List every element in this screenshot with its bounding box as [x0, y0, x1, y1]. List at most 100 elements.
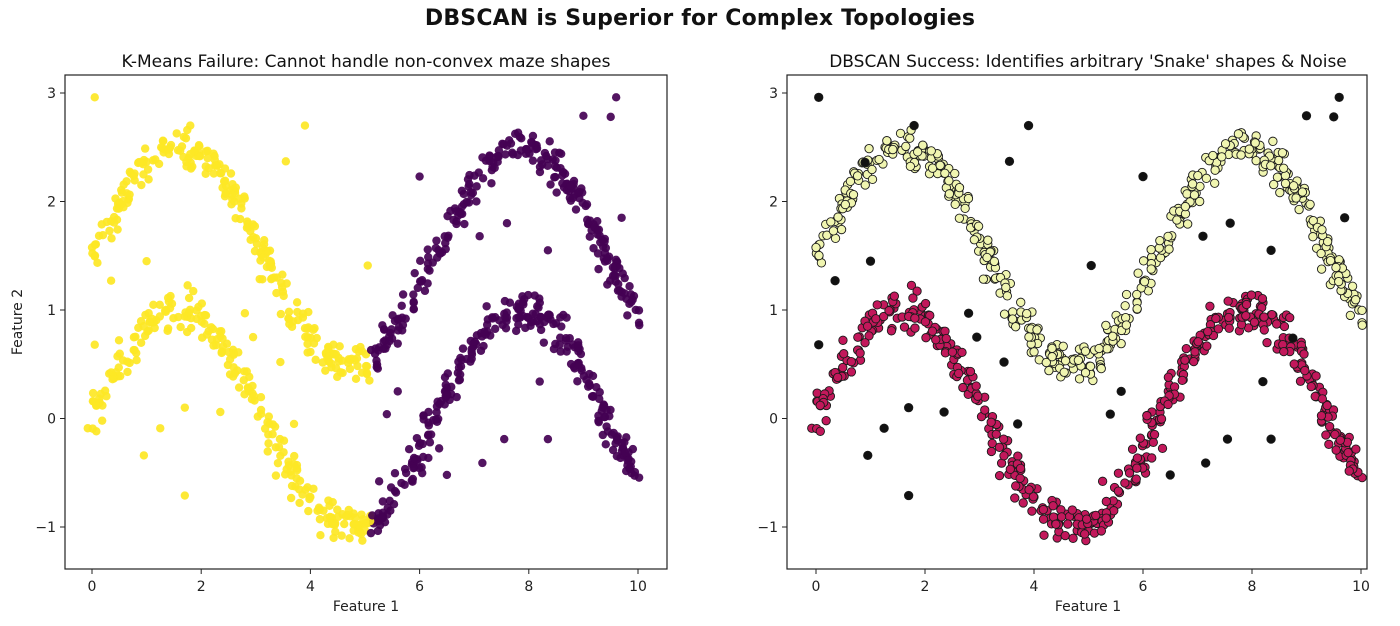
data-point — [337, 531, 346, 540]
data-point — [513, 150, 523, 160]
data-point — [107, 234, 116, 243]
data-point — [217, 348, 226, 358]
data-point — [1024, 485, 1034, 495]
noise-point — [1266, 245, 1276, 255]
data-point — [1132, 463, 1142, 473]
data-point — [1059, 367, 1069, 377]
data-point — [608, 445, 618, 455]
data-point — [1316, 264, 1327, 274]
data-point — [311, 355, 320, 365]
data-point — [177, 142, 187, 151]
data-point — [485, 151, 494, 160]
data-point — [306, 347, 315, 357]
data-point — [846, 367, 857, 377]
data-point — [905, 161, 916, 172]
noise-point — [1301, 111, 1312, 121]
data-point — [1236, 150, 1246, 160]
data-point — [978, 274, 989, 284]
data-point — [122, 177, 131, 186]
data-point — [1259, 325, 1269, 335]
data-point — [115, 349, 124, 358]
noise-point — [1105, 409, 1115, 419]
data-point — [309, 339, 319, 348]
data-point — [333, 512, 343, 522]
data-point — [611, 255, 621, 264]
data-point — [174, 312, 183, 322]
data-point — [1101, 320, 1111, 330]
data-point — [1085, 361, 1096, 371]
data-point — [340, 519, 349, 529]
data-point — [457, 355, 466, 365]
data-point — [635, 320, 644, 330]
data-point — [519, 300, 528, 309]
data-point — [337, 356, 347, 365]
data-point — [363, 261, 372, 270]
data-point — [431, 243, 441, 253]
data-point — [1262, 338, 1272, 348]
data-point — [324, 352, 333, 361]
data-point — [300, 121, 310, 130]
data-point — [365, 376, 374, 385]
data-point — [160, 306, 170, 315]
data-point — [871, 314, 881, 324]
data-point — [234, 348, 243, 357]
data-point — [1180, 201, 1190, 212]
noise-point — [1201, 458, 1211, 468]
data-point — [864, 143, 874, 154]
data-point — [594, 264, 603, 274]
data-point — [304, 506, 313, 516]
x-tick-label: 4 — [1030, 579, 1039, 595]
data-point — [920, 298, 931, 309]
data-point — [249, 391, 259, 401]
data-point — [216, 169, 226, 178]
data-point — [350, 356, 360, 365]
dbscan-x-ticks: 0 2 4 6 8 10 — [812, 569, 1370, 595]
data-point — [1074, 374, 1085, 384]
data-point — [1142, 411, 1152, 421]
data-point — [248, 332, 258, 342]
data-point — [973, 221, 984, 231]
data-point — [1080, 368, 1091, 378]
data-point — [1067, 505, 1077, 515]
data-point — [575, 187, 584, 197]
data-point — [379, 344, 388, 353]
data-point — [366, 528, 376, 538]
data-point — [600, 237, 609, 246]
noise-point — [863, 450, 873, 461]
data-point — [601, 440, 610, 449]
data-point — [862, 321, 873, 331]
data-point — [197, 299, 207, 308]
data-point — [599, 401, 609, 410]
data-point — [397, 478, 406, 488]
data-point — [1063, 519, 1073, 529]
figure-suptitle: DBSCAN is Superior for Complex Topologie… — [424, 6, 976, 31]
data-point — [434, 444, 444, 453]
data-point — [855, 348, 865, 358]
data-point — [1277, 148, 1288, 158]
data-point — [114, 336, 124, 345]
data-point — [545, 137, 554, 146]
data-point — [1205, 301, 1215, 311]
data-point — [539, 338, 549, 347]
data-point — [1157, 443, 1168, 454]
data-point — [227, 200, 236, 209]
x-tick-label: 2 — [197, 579, 206, 595]
data-point — [958, 382, 968, 393]
data-point — [203, 146, 212, 156]
data-point — [1268, 136, 1278, 146]
data-point — [248, 381, 257, 391]
noise-point — [909, 120, 919, 131]
data-point — [1285, 313, 1295, 323]
noise-point — [1004, 156, 1015, 167]
data-point — [172, 129, 181, 138]
data-point — [613, 436, 622, 445]
data-point — [543, 434, 553, 444]
data-point — [1005, 464, 1015, 474]
data-point — [309, 325, 318, 335]
y-tick-label: 3 — [47, 86, 56, 102]
data-point — [500, 296, 510, 306]
data-point — [1345, 310, 1355, 321]
data-point — [606, 112, 615, 122]
data-point — [331, 527, 340, 536]
data-point — [292, 474, 301, 483]
